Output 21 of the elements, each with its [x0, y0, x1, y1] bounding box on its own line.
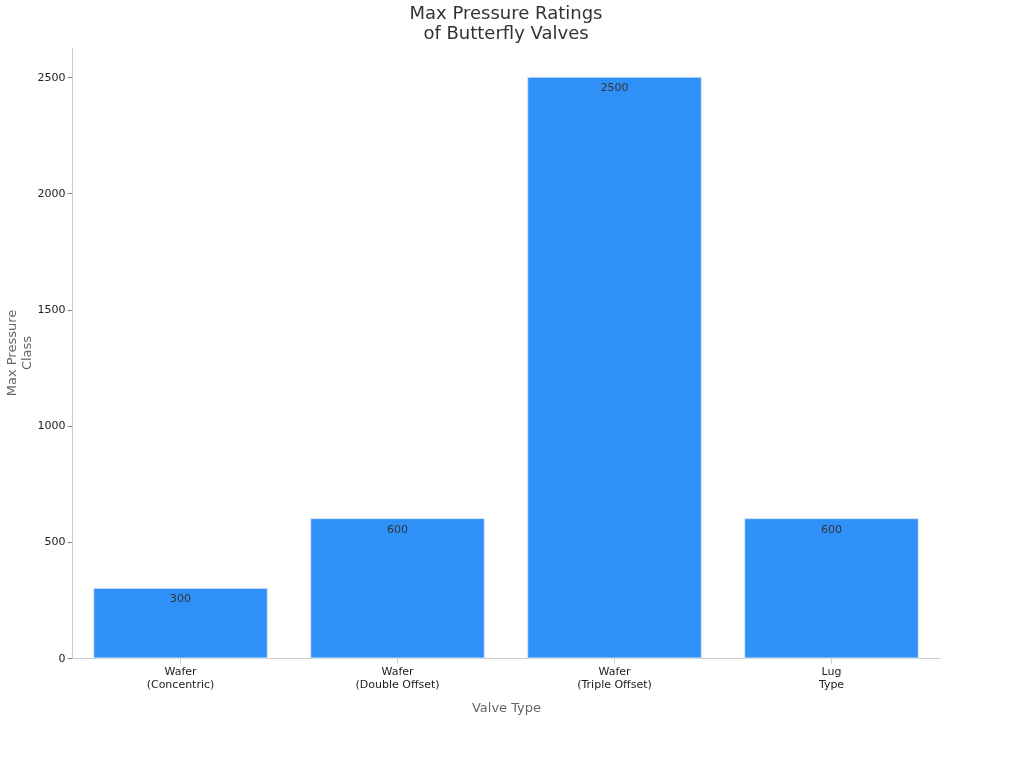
data-label: 600 [387, 522, 408, 536]
data-label: 300 [170, 592, 191, 606]
y-tick-label: 1500 [37, 303, 66, 317]
y-tick-label: 2000 [37, 186, 66, 200]
bar [310, 518, 485, 659]
data-label: 2500 [600, 81, 629, 95]
chart-title: Max Pressure Ratings of Butterfly Valves [409, 2, 603, 43]
y-tick-label: 0 [58, 651, 66, 665]
y-tick-label: 2500 [37, 70, 66, 84]
x-tick-label: Wafer (Triple Offset) [577, 664, 652, 691]
data-label: 600 [821, 522, 842, 536]
y-axis-title: Max Pressure Class [3, 309, 34, 397]
x-tick-label: Wafer (Double Offset) [355, 664, 440, 691]
bar [744, 518, 919, 659]
x-tick-label: Lug Type [817, 664, 845, 691]
y-tick-label: 1000 [37, 419, 66, 433]
x-axis-title: Valve Type [471, 699, 542, 715]
bar [527, 76, 702, 659]
y-tick-label: 500 [44, 535, 66, 549]
x-tick-label: Wafer (Concentric) [146, 664, 215, 691]
bar [93, 587, 268, 659]
